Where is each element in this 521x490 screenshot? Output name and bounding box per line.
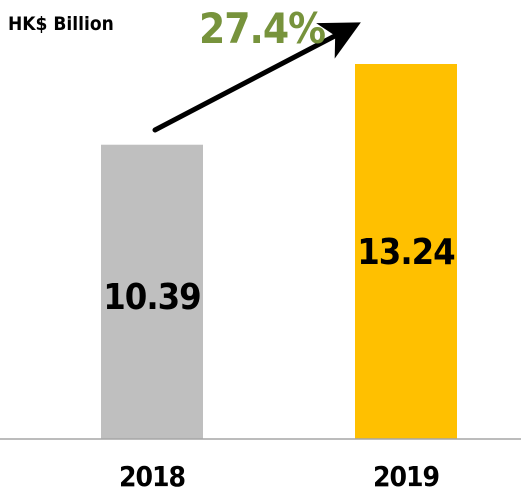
growth-percent-label: 27.4% — [199, 4, 325, 53]
growth-arrow — [152, 22, 361, 133]
x-tick-label-2019: 2019 — [373, 460, 439, 490]
bar-2019 — [355, 64, 457, 439]
unit-label: HK$ Billion — [8, 13, 114, 35]
x-tick-label-2018: 2018 — [119, 460, 185, 490]
value-label-2019: 13.24 — [357, 232, 455, 273]
bars-group: 10.39 2018 13.24 2019 — [101, 64, 457, 490]
bar-2018 — [101, 144, 203, 439]
value-label-2018: 10.39 — [103, 277, 200, 318]
